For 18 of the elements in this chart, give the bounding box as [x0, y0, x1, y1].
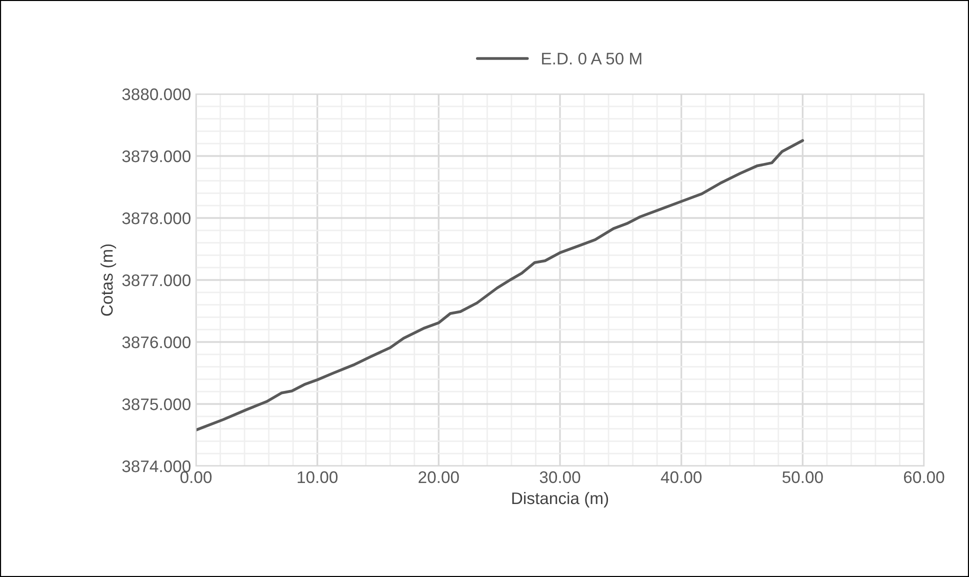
x-tick-label: 40.00 — [660, 471, 702, 484]
x-tick-label: 30.00 — [540, 471, 580, 484]
y-tick-label: 3877.000 — [122, 274, 190, 286]
x-tick-label: 50.00 — [782, 471, 823, 484]
y-axis-title: Cotas (m) — [100, 244, 116, 316]
line-series — [196, 139, 804, 432]
x-tick-label: 60.00 — [904, 471, 944, 484]
y-tick-label: 3875.000 — [122, 398, 190, 410]
y-tick-label: 3876.000 — [122, 336, 190, 348]
x-axis-title: Distancia (m) — [512, 492, 608, 508]
x-tick-label: 20.00 — [418, 471, 459, 484]
y-tick-label: 3880.000 — [122, 88, 190, 100]
legend-label: E.D. 0 A 50 M — [542, 52, 642, 65]
y-tick-label: 3874.000 — [122, 460, 190, 472]
y-tick-label: 3879.000 — [122, 150, 190, 162]
x-tick-label: 0.00 — [180, 471, 212, 484]
y-tick-label: 3878.000 — [122, 212, 190, 224]
x-tick-label: 10.00 — [298, 471, 338, 484]
